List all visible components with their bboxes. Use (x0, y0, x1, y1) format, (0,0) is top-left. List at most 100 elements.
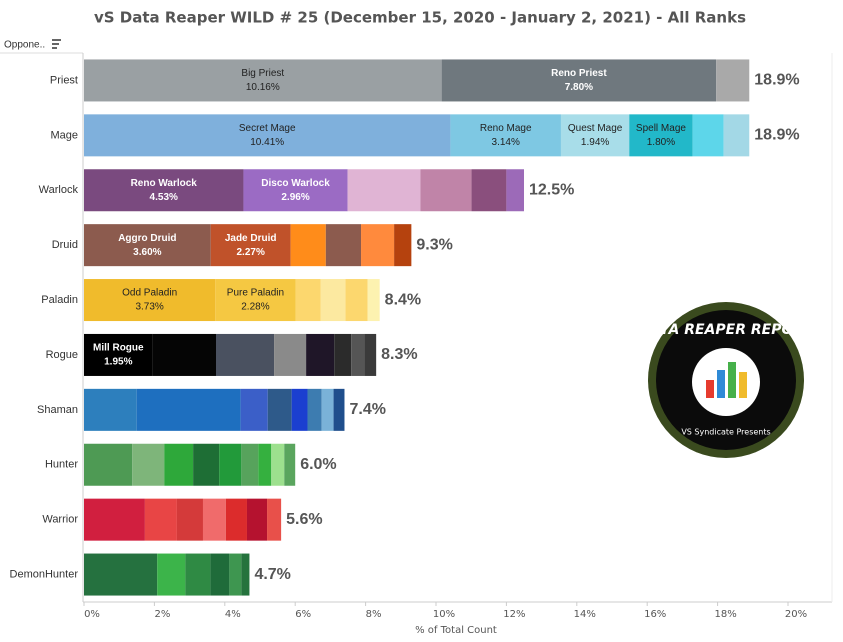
logo-icon (717, 370, 725, 398)
logo-icon (706, 380, 714, 398)
bar-segment (692, 114, 724, 157)
x-tick-label: 14% (574, 609, 596, 620)
bar-segment (193, 443, 220, 486)
segment-label: Reno Priest (551, 68, 607, 79)
x-tick-label: 4% (225, 609, 241, 620)
total-label: 5.6% (286, 511, 322, 528)
segment-label: Reno Warlock (131, 178, 198, 189)
total-label: 4.7% (254, 566, 290, 583)
bar-segment (176, 498, 203, 541)
bar-segment (345, 279, 368, 322)
column-header[interactable]: Oppone.. (4, 40, 45, 51)
bar-segment (84, 553, 158, 596)
segment-label: Secret Mage (239, 123, 296, 134)
bar-segment (164, 443, 194, 486)
bar-segment (367, 279, 380, 322)
bar-segment (246, 498, 268, 541)
row-label: Rogue (46, 349, 78, 361)
bar-segment (202, 498, 226, 541)
total-label: 18.9% (754, 72, 799, 89)
total-label: 8.3% (381, 346, 417, 363)
bar-segment (84, 114, 451, 157)
row-label: Warrior (42, 514, 78, 526)
x-tick-label: 20% (785, 609, 807, 620)
bar-segment (320, 279, 346, 322)
segment-value-label: 3.60% (133, 247, 161, 258)
segment-value-label: 10.41% (250, 137, 284, 148)
x-tick-label: 16% (644, 609, 666, 620)
bar-segment (219, 443, 242, 486)
segment-value-label: 1.94% (581, 137, 609, 148)
bar-segment (420, 169, 472, 212)
bar-segment (560, 114, 630, 157)
bar-segment (290, 224, 326, 267)
bar-segment (225, 498, 247, 541)
x-axis-title: % of Total Count (415, 625, 497, 636)
bar-segment (84, 279, 216, 322)
bar-segment (243, 169, 348, 212)
segment-value-label: 3.73% (135, 302, 163, 313)
bar-segment (394, 224, 412, 267)
x-tick-label: 6% (295, 609, 311, 620)
x-tick-label: 0% (84, 609, 100, 620)
bar-segment (716, 59, 750, 102)
bar-segment (84, 388, 137, 431)
bar-segment (210, 224, 291, 267)
bar-segment (347, 169, 421, 212)
bar-segment (295, 279, 321, 322)
bar-segment (506, 169, 524, 212)
bar-segment (157, 553, 186, 596)
segment-value-label: 7.80% (565, 82, 593, 93)
segment-value-label: 4.53% (150, 192, 178, 203)
bar-segment (267, 388, 292, 431)
total-label: 12.5% (529, 181, 574, 198)
bar-segment (333, 388, 345, 431)
bar-segment (471, 169, 507, 212)
logo-icon (739, 372, 747, 398)
bar-segment (241, 443, 259, 486)
x-tick-label: 8% (366, 609, 382, 620)
segment-value-label: 10.16% (246, 82, 280, 93)
row-label: Shaman (37, 404, 78, 416)
row-label: Paladin (41, 294, 78, 306)
bar-segment (441, 59, 717, 102)
segment-label: Aggro Druid (118, 233, 176, 244)
sort-icon[interactable] (52, 39, 61, 49)
bar-segment (132, 443, 165, 486)
logo-center (692, 348, 760, 416)
bar-segment (629, 114, 693, 157)
bar-segment (321, 388, 334, 431)
bar-segment (450, 114, 561, 157)
row-label: Mage (50, 129, 78, 141)
segment-label: Spell Mage (636, 123, 686, 134)
bar-segment (84, 59, 442, 102)
bar-segment (274, 333, 307, 376)
row-label: Druid (52, 239, 78, 251)
bar-segment (241, 553, 250, 596)
row-label: Priest (50, 74, 78, 86)
total-label: 9.3% (416, 236, 452, 253)
bar-segment (84, 169, 244, 212)
bar-segment (291, 388, 308, 431)
bar-segment (84, 333, 153, 376)
bar-segment (144, 498, 177, 541)
bar-segment (258, 443, 272, 486)
bar-segment (229, 553, 242, 596)
segment-value-label: 2.96% (281, 192, 309, 203)
bar-segment (84, 224, 211, 267)
segment-value-label: 1.80% (647, 137, 675, 148)
segment-value-label: 2.28% (241, 302, 269, 313)
logo-icon (728, 362, 736, 398)
segment-label: Big Priest (241, 68, 284, 79)
segment-label: Mill Rogue (93, 343, 144, 354)
bar-segment (84, 498, 145, 541)
x-tick-label: 12% (503, 609, 525, 620)
bar-segment (136, 388, 241, 431)
segment-label: Pure Paladin (227, 288, 284, 299)
total-label: 18.9% (754, 127, 799, 144)
bar-segment (723, 114, 750, 157)
bar-segment (216, 333, 275, 376)
segment-value-label: 1.95% (104, 357, 132, 368)
bar-segment (351, 333, 365, 376)
